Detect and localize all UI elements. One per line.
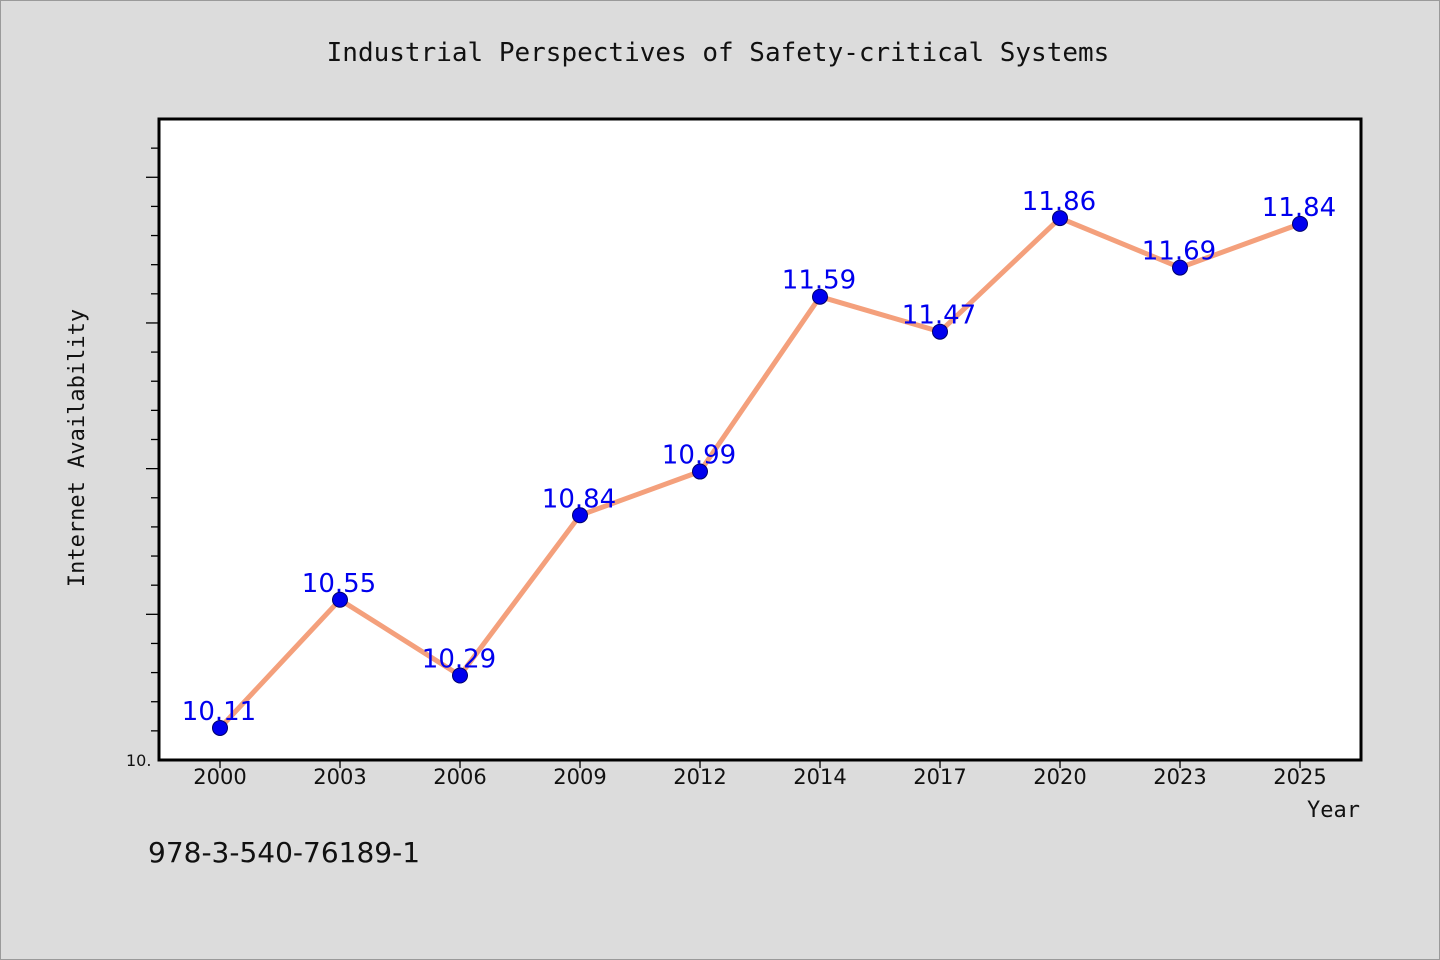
- chart-title: Industrial Perspectives of Safety-critic…: [327, 38, 1110, 68]
- data-point: [1052, 210, 1068, 227]
- x-tick-label: 2012: [673, 765, 726, 789]
- y-axis-ticks: 10.: [126, 147, 159, 770]
- data-point: [452, 667, 468, 684]
- x-axis-ticks: 2000 2003 2006 2009 2012 2014 2017 2020 2023 2025: [193, 760, 1327, 789]
- data-label: 10.84: [542, 484, 616, 514]
- data-label: 11.47: [902, 301, 976, 331]
- data-label: 10.55: [302, 569, 376, 599]
- data-point: [812, 288, 828, 305]
- x-tick-label: 2000: [193, 765, 246, 789]
- data-label: 10.29: [422, 645, 496, 675]
- data-point: [932, 323, 948, 340]
- x-axis-label: Year: [1307, 798, 1360, 823]
- series-line: [217, 215, 1303, 731]
- data-label: 11.69: [1142, 237, 1216, 267]
- x-tick-label: 2023: [1153, 765, 1206, 789]
- data-point: [212, 719, 228, 736]
- data-point: [1292, 215, 1308, 232]
- data-label: 10.11: [182, 697, 256, 727]
- plot-area: [157, 117, 1363, 762]
- series-layer: 10.11 10.55 10.29 10.84 10.99 11.59 11.47 11.86…: [182, 187, 1336, 736]
- data-point: [332, 591, 348, 608]
- x-tick-label: 2017: [913, 765, 966, 789]
- isbn-text: 978-3-540-76189-1: [148, 836, 420, 869]
- y-tick-label: 10.: [126, 751, 151, 770]
- data-point: [692, 463, 708, 480]
- data-label: 11.86: [1022, 187, 1096, 217]
- data-label: 11.59: [782, 266, 856, 296]
- x-tick-label: 2014: [793, 765, 846, 789]
- data-label: 11.84: [1262, 193, 1336, 223]
- x-tick-label: 2025: [1273, 765, 1326, 789]
- x-tick-label: 2006: [433, 765, 486, 789]
- data-point: [1172, 259, 1188, 276]
- y-axis-label: Internet Availability: [65, 309, 90, 587]
- x-tick-label: 2009: [553, 765, 606, 789]
- data-point: [572, 507, 588, 524]
- data-label: 10.99: [662, 441, 736, 471]
- x-tick-label: 2020: [1033, 765, 1086, 789]
- x-tick-label: 2003: [313, 765, 366, 789]
